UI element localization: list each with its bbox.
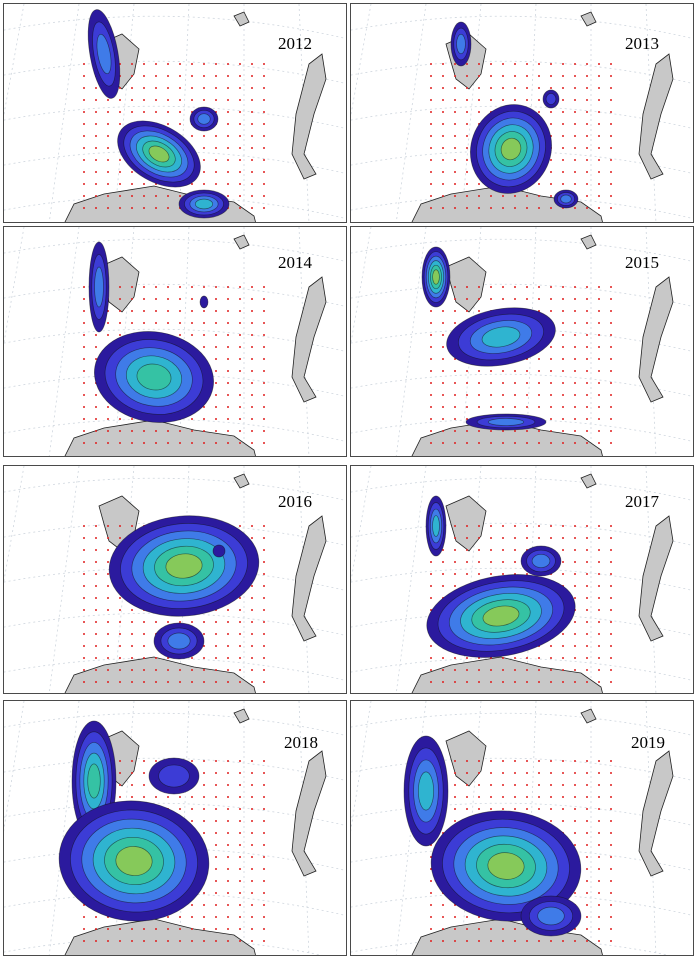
franz-josef-land-landmass (233, 708, 250, 724)
map-panel-2015: 2015 (350, 226, 694, 457)
franz-josef-land-landmass (580, 234, 597, 250)
year-label: 2012 (278, 34, 312, 53)
density-contour (199, 295, 209, 309)
density-contour (520, 545, 562, 577)
svalbard-landmass (445, 495, 487, 552)
map-panel-2019: 2019 (350, 700, 694, 956)
novaya-zemlya-landmass (291, 515, 327, 642)
year-label: 2016 (278, 492, 312, 511)
density-contour (403, 735, 449, 847)
year-label: 2013 (625, 34, 659, 53)
map-canvas (351, 4, 693, 222)
mainland-coast-landmass (411, 656, 603, 693)
density-contour (520, 895, 582, 937)
year-label: 2014 (278, 253, 312, 272)
density-contour (148, 757, 200, 795)
density-contour (94, 331, 214, 423)
franz-josef-land-landmass (580, 708, 597, 724)
density-contour (446, 307, 556, 367)
novaya-zemlya-landmass (291, 53, 327, 180)
mainland-coast-landmass (64, 656, 256, 693)
map-panel-2017: 2017 (350, 465, 694, 694)
map-panel-2013: 2013 (350, 3, 694, 223)
map-canvas (351, 227, 693, 456)
density-contour (430, 810, 582, 922)
map-panel-2014: 2014 (3, 226, 347, 457)
density-contour (58, 800, 210, 922)
svalbard-landmass (445, 730, 487, 787)
density-contour (87, 9, 121, 99)
year-label: 2019 (631, 733, 665, 752)
density-contour (553, 189, 579, 209)
franz-josef-land-landmass (233, 473, 250, 489)
novaya-zemlya-landmass (638, 515, 674, 642)
map-panel-2012: 2012 (3, 3, 347, 223)
map-canvas (351, 466, 693, 693)
year-label: 2015 (625, 253, 659, 272)
mainland-coast-landmass (64, 918, 256, 955)
franz-josef-land-landmass (580, 11, 597, 27)
novaya-zemlya-landmass (291, 276, 327, 403)
map-canvas (4, 227, 346, 456)
map-panel-2016: 2016 (3, 465, 347, 694)
novaya-zemlya-landmass (638, 53, 674, 180)
density-contour (189, 106, 219, 132)
svalbard-landmass (445, 256, 487, 313)
density-contour (153, 622, 205, 660)
density-contour (465, 413, 547, 431)
map-panel-2018: 2018 (3, 700, 347, 956)
franz-josef-land-landmass (233, 234, 250, 250)
franz-josef-land-landmass (233, 11, 250, 27)
density-contour (425, 495, 447, 557)
density-contour (470, 104, 552, 194)
map-canvas (351, 701, 693, 955)
density-contour (450, 21, 472, 67)
mainland-coast-landmass (411, 419, 603, 456)
franz-josef-land-landmass (580, 473, 597, 489)
density-contour (178, 189, 230, 219)
map-canvas (4, 466, 346, 693)
year-label: 2018 (284, 733, 318, 752)
mainland-coast-landmass (64, 419, 256, 456)
graticule (351, 466, 693, 693)
mainland-coast-landmass (411, 185, 603, 222)
year-label: 2017 (625, 492, 659, 511)
density-contour (88, 241, 110, 333)
map-canvas (4, 701, 346, 955)
novaya-zemlya-landmass (638, 750, 674, 877)
density-contour (108, 515, 260, 617)
novaya-zemlya-landmass (291, 750, 327, 877)
novaya-zemlya-landmass (638, 276, 674, 403)
density-contour (426, 574, 576, 658)
density-contour (421, 246, 451, 308)
density-contour (117, 120, 201, 188)
density-contour (212, 544, 226, 558)
density-contour (542, 89, 560, 109)
map-canvas (4, 4, 346, 222)
